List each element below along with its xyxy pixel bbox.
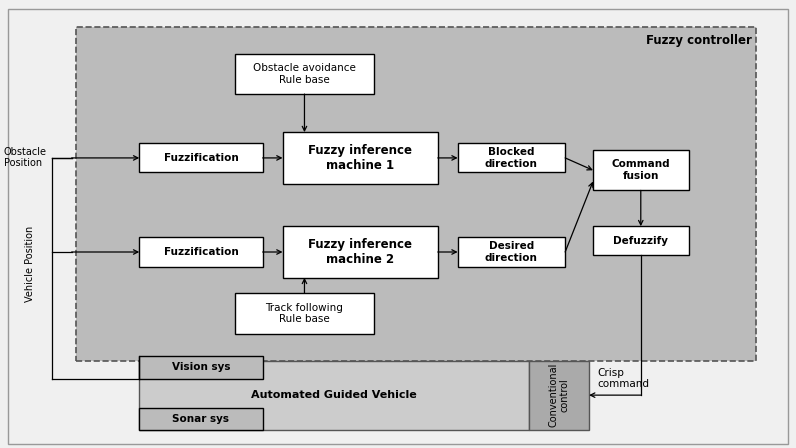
FancyBboxPatch shape (283, 226, 438, 278)
Text: Defuzzify: Defuzzify (613, 236, 669, 246)
Text: Vision sys: Vision sys (172, 362, 230, 372)
FancyBboxPatch shape (139, 237, 263, 267)
FancyBboxPatch shape (529, 361, 589, 430)
Text: Fuzzy inference
machine 2: Fuzzy inference machine 2 (308, 238, 412, 266)
Text: Fuzzy inference
machine 1: Fuzzy inference machine 1 (308, 144, 412, 172)
FancyBboxPatch shape (458, 237, 565, 267)
Text: Conventional
control: Conventional control (548, 363, 570, 427)
FancyBboxPatch shape (593, 150, 689, 190)
FancyBboxPatch shape (593, 226, 689, 255)
FancyBboxPatch shape (139, 356, 263, 379)
Text: Sonar sys: Sonar sys (173, 414, 229, 424)
Text: Fuzzy controller: Fuzzy controller (646, 34, 752, 47)
FancyBboxPatch shape (235, 54, 374, 94)
Text: Automated Guided Vehicle: Automated Guided Vehicle (252, 390, 417, 400)
FancyBboxPatch shape (458, 143, 565, 172)
Text: Blocked
direction: Blocked direction (485, 147, 538, 169)
Text: Obstacle avoidance
Rule base: Obstacle avoidance Rule base (253, 63, 356, 85)
Text: Command
fusion: Command fusion (611, 159, 670, 181)
Text: Desired
direction: Desired direction (485, 241, 538, 263)
Text: Vehicle Position: Vehicle Position (25, 226, 35, 302)
FancyBboxPatch shape (8, 9, 788, 444)
FancyBboxPatch shape (139, 408, 263, 430)
FancyBboxPatch shape (76, 27, 756, 361)
Text: Fuzzification: Fuzzification (164, 247, 238, 257)
Text: Fuzzification: Fuzzification (164, 153, 238, 163)
Text: Crisp
command: Crisp command (597, 368, 649, 389)
FancyBboxPatch shape (139, 143, 263, 172)
FancyBboxPatch shape (235, 293, 374, 334)
Text: Track following
Rule base: Track following Rule base (266, 303, 343, 324)
FancyBboxPatch shape (283, 132, 438, 184)
Text: Obstacle
Position: Obstacle Position (4, 147, 47, 168)
FancyBboxPatch shape (139, 361, 529, 430)
